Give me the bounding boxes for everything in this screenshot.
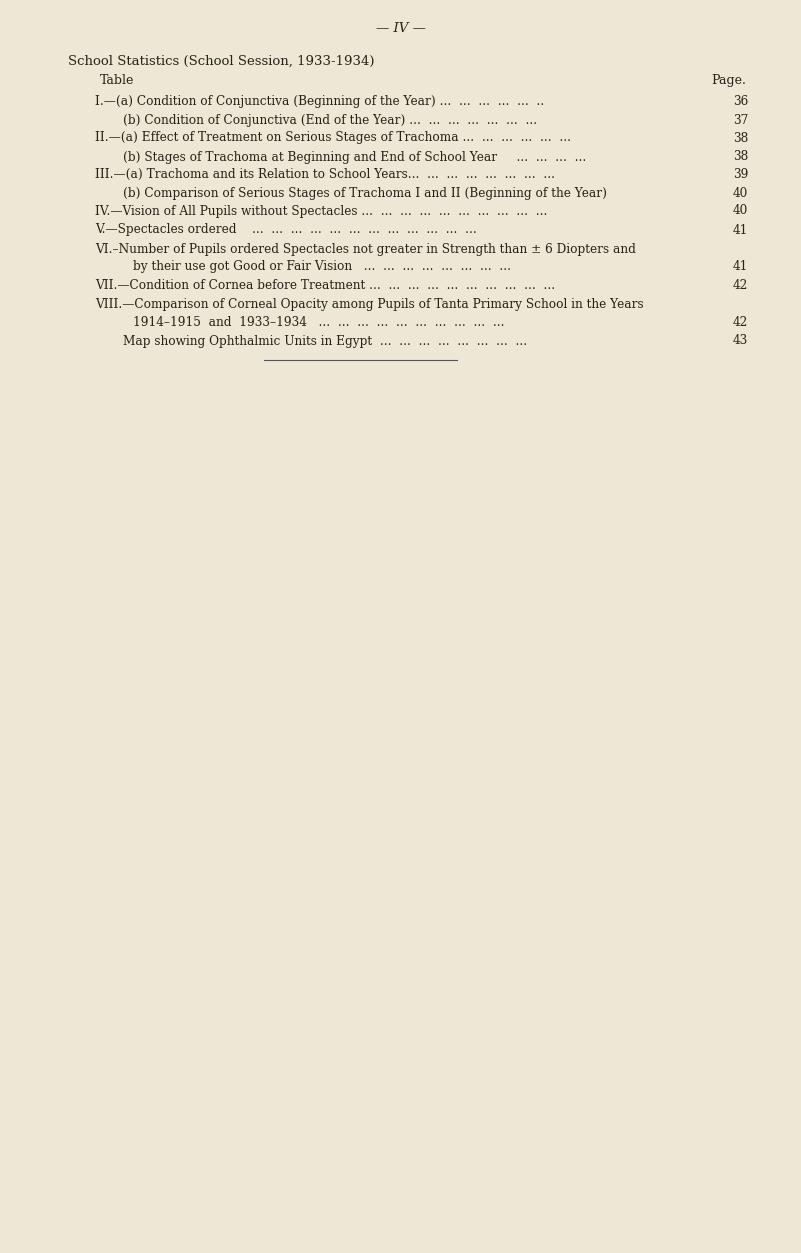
Text: 1914–1915  and  1933–1934   ...  ...  ...  ...  ...  ...  ...  ...  ...  ...: 1914–1915 and 1933–1934 ... ... ... ... … xyxy=(133,316,505,328)
Text: (b) Stages of Trachoma at Beginning and End of School Year     ...  ...  ...  ..: (b) Stages of Trachoma at Beginning and … xyxy=(123,150,586,163)
Text: 38: 38 xyxy=(733,150,748,163)
Text: V.—Spectacles ordered    ...  ...  ...  ...  ...  ...  ...  ...  ...  ...  ...  : V.—Spectacles ordered ... ... ... ... ..… xyxy=(95,223,477,237)
Text: VI.–Number of Pupils ordered Spectacles not greater in Strength than ± 6 Diopter: VI.–Number of Pupils ordered Spectacles … xyxy=(95,243,636,256)
Text: II.—(a) Effect of Treatment on Serious Stages of Trachoma ...  ...  ...  ...  ..: II.—(a) Effect of Treatment on Serious S… xyxy=(95,132,571,144)
Text: 40: 40 xyxy=(733,204,748,218)
Text: Page.: Page. xyxy=(711,74,746,86)
Text: Map showing Ophthalmic Units in Egypt  ...  ...  ...  ...  ...  ...  ...  ...: Map showing Ophthalmic Units in Egypt ..… xyxy=(123,335,527,347)
Text: 43: 43 xyxy=(733,335,748,347)
Text: (b) Condition of Conjunctiva (End of the Year) ...  ...  ...  ...  ...  ...  ...: (b) Condition of Conjunctiva (End of the… xyxy=(123,114,537,127)
Text: IV.—Vision of All Pupils without Spectacles ...  ...  ...  ...  ...  ...  ...  .: IV.—Vision of All Pupils without Spectac… xyxy=(95,204,547,218)
Text: 40: 40 xyxy=(733,187,748,200)
Text: III.—(a) Trachoma and its Relation to School Years...  ...  ...  ...  ...  ...  : III.—(a) Trachoma and its Relation to Sc… xyxy=(95,168,555,180)
Text: 42: 42 xyxy=(733,316,748,328)
Text: 42: 42 xyxy=(733,279,748,292)
Text: Table: Table xyxy=(100,74,135,86)
Text: School Statistics (School Session, 1933-1934): School Statistics (School Session, 1933-… xyxy=(68,55,375,68)
Text: 38: 38 xyxy=(733,132,748,144)
Text: I.—(a) Condition of Conjunctiva (Beginning of the Year) ...  ...  ...  ...  ... : I.—(a) Condition of Conjunctiva (Beginni… xyxy=(95,95,544,108)
Text: 39: 39 xyxy=(733,168,748,180)
Text: VIII.—Comparison of Corneal Opacity among Pupils of Tanta Primary School in the : VIII.—Comparison of Corneal Opacity amon… xyxy=(95,298,644,311)
Text: 41: 41 xyxy=(733,223,748,237)
Text: by their use got Good or Fair Vision   ...  ...  ...  ...  ...  ...  ...  ...: by their use got Good or Fair Vision ...… xyxy=(133,261,511,273)
Text: 37: 37 xyxy=(733,114,748,127)
Text: 36: 36 xyxy=(733,95,748,108)
Text: VII.—Condition of Cornea before Treatment ...  ...  ...  ...  ...  ...  ...  ...: VII.—Condition of Cornea before Treatmen… xyxy=(95,279,555,292)
Text: — IV —: — IV — xyxy=(376,23,426,35)
Text: (b) Comparison of Serious Stages of Trachoma I and II (Beginning of the Year): (b) Comparison of Serious Stages of Trac… xyxy=(123,187,607,200)
Text: 41: 41 xyxy=(733,261,748,273)
